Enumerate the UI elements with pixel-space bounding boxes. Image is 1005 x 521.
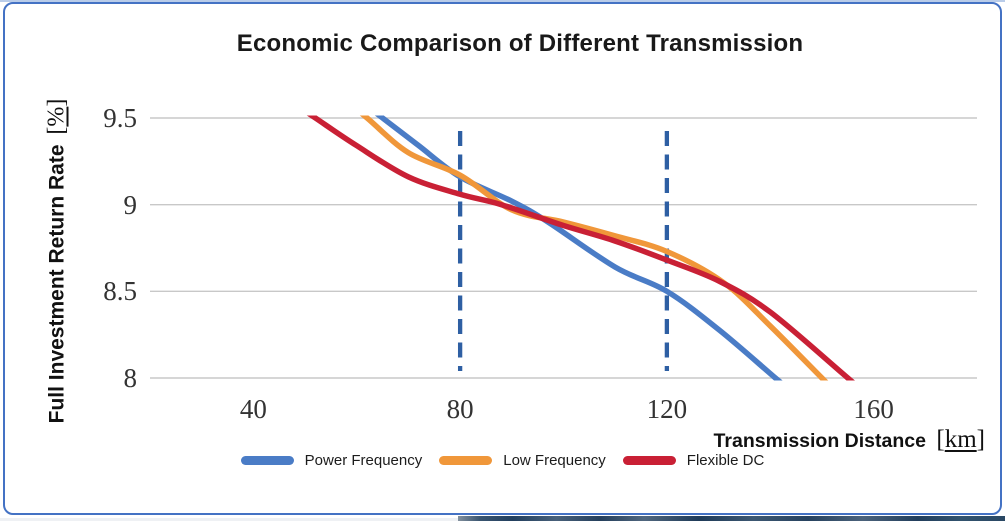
legend-item-power-frequency: Power Frequency [240, 452, 423, 469]
x-axis-title: Transmission Distance [km] [714, 426, 985, 454]
legend-swatch-power-frequency [240, 456, 294, 465]
series-line-flexible-dc [306, 115, 855, 381]
y-tick-label-8: 8 [123, 363, 138, 393]
x-tick-label-160: 160 [853, 394, 894, 424]
series-line-power-frequency [374, 115, 783, 381]
legend-swatch-flexible-dc [622, 456, 676, 465]
legend-item-flexible-dc: Flexible DC [622, 452, 765, 469]
background-artifact-strip-left [0, 518, 458, 521]
legend-label-flexible-dc: Flexible DC [686, 452, 765, 469]
legend-label-low-frequency: Low Frequency [503, 452, 606, 469]
series-line-low-frequency [359, 115, 829, 381]
x-tick-label-40: 40 [239, 394, 267, 424]
chart-frame-border [3, 2, 1002, 515]
legend-label-power-frequency: Power Frequency [304, 452, 423, 469]
y-tick-label-9: 9 [123, 189, 138, 220]
background-artifact-strip-right [458, 516, 1005, 521]
legend-item-low-frequency: Low Frequency [439, 452, 606, 469]
x-tick-label-80: 80 [446, 394, 474, 424]
y-tick-label-9.5: 9.5 [103, 103, 137, 133]
x-axis-unit: [km] [936, 426, 985, 453]
chart-title: Economic Comparison of Different Transmi… [236, 30, 804, 57]
x-tick-label-120: 120 [646, 394, 688, 424]
y-tick-label-8.5: 8.5 [103, 276, 137, 307]
top-hairline [0, 0, 1005, 2]
legend-swatch-low-frequency [439, 456, 493, 465]
legend: Power Frequency Low Frequency Flexible DC [0, 452, 1005, 469]
x-axis-title-text: Transmission Distance [713, 430, 926, 452]
